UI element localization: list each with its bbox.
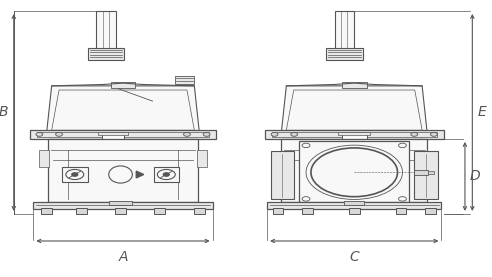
Bar bbox=[37, 132, 209, 137]
Bar bbox=[425, 208, 436, 214]
Circle shape bbox=[36, 132, 43, 136]
Bar bbox=[96, 11, 116, 54]
Bar bbox=[344, 201, 364, 205]
Bar bbox=[62, 167, 88, 182]
Bar bbox=[267, 202, 441, 209]
Circle shape bbox=[271, 132, 278, 136]
Polygon shape bbox=[47, 86, 199, 132]
Circle shape bbox=[184, 132, 190, 136]
Bar bbox=[281, 139, 427, 202]
Bar bbox=[414, 170, 428, 175]
Bar bbox=[272, 132, 437, 137]
Bar bbox=[349, 208, 360, 214]
Text: B: B bbox=[0, 106, 8, 119]
Bar bbox=[154, 208, 165, 214]
Bar bbox=[30, 130, 216, 139]
Bar bbox=[414, 151, 438, 199]
Bar bbox=[396, 208, 406, 214]
Bar bbox=[154, 167, 179, 182]
Bar bbox=[88, 48, 124, 60]
Bar bbox=[48, 139, 198, 202]
Bar bbox=[271, 151, 294, 199]
Bar bbox=[197, 150, 207, 167]
Bar bbox=[342, 132, 367, 139]
Bar bbox=[194, 208, 205, 214]
Text: E: E bbox=[478, 106, 487, 119]
Bar bbox=[76, 208, 87, 214]
Bar bbox=[342, 82, 367, 88]
Bar bbox=[428, 171, 434, 174]
Bar bbox=[326, 48, 363, 60]
Text: A: A bbox=[118, 250, 128, 264]
Bar bbox=[115, 208, 126, 214]
Bar bbox=[102, 132, 124, 139]
Circle shape bbox=[163, 173, 169, 176]
Bar bbox=[299, 141, 409, 202]
Bar bbox=[273, 208, 283, 214]
Bar bbox=[39, 150, 49, 167]
Bar bbox=[33, 202, 213, 209]
Bar bbox=[338, 132, 370, 135]
Bar bbox=[302, 208, 313, 214]
Circle shape bbox=[411, 132, 418, 136]
Bar bbox=[111, 82, 135, 88]
Bar bbox=[109, 201, 132, 205]
Circle shape bbox=[430, 132, 437, 136]
Polygon shape bbox=[136, 171, 144, 178]
Circle shape bbox=[56, 132, 62, 136]
Bar bbox=[335, 11, 354, 54]
Bar bbox=[41, 208, 52, 214]
Bar bbox=[98, 132, 128, 135]
Bar bbox=[265, 130, 444, 139]
Text: D: D bbox=[469, 170, 480, 183]
Polygon shape bbox=[281, 86, 427, 132]
Text: C: C bbox=[349, 250, 359, 264]
Circle shape bbox=[72, 173, 78, 176]
Bar bbox=[175, 76, 194, 84]
Circle shape bbox=[291, 132, 298, 136]
Circle shape bbox=[203, 132, 210, 136]
